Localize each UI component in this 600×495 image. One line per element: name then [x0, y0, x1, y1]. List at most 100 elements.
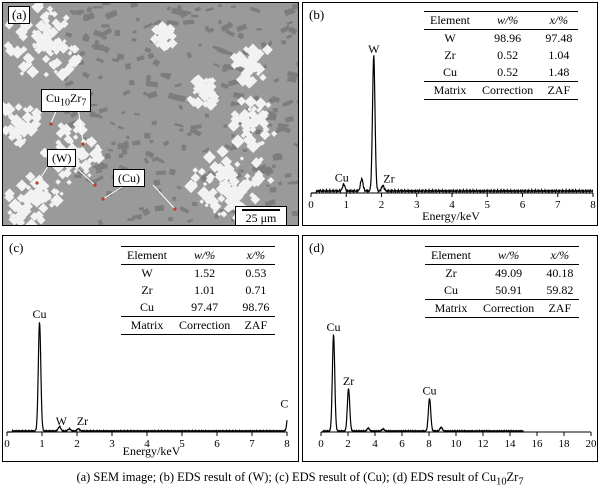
sem-particle — [258, 156, 264, 163]
sem-dark-phase — [92, 6, 103, 9]
callout-point — [81, 142, 85, 146]
sem-particle — [191, 181, 198, 188]
sem-particle — [16, 127, 22, 133]
sem-particle — [221, 162, 235, 176]
sem-particle — [3, 103, 13, 117]
sem-particle — [17, 60, 30, 73]
table-cell: 0.52 — [497, 65, 519, 79]
sem-particle — [38, 203, 49, 214]
sem-particle — [259, 73, 267, 82]
eds-panel-c: 0 1 2 3 4 5 6 7 8 Cu W Zr C (c) Element w/% x/% W 1.5… — [2, 235, 299, 462]
sem-particle — [229, 52, 240, 62]
sem-particle — [249, 192, 256, 199]
sem-dark-phase — [291, 210, 298, 218]
sem-particle — [237, 113, 251, 126]
x-tick-label: 8 — [426, 438, 432, 450]
sem-dark-phase — [284, 115, 294, 123]
x-tick-label: 14 — [505, 438, 517, 450]
sem-particle — [259, 129, 271, 141]
sem-particle — [265, 101, 272, 109]
sem-dark-phase — [144, 46, 152, 54]
sem-particle — [240, 132, 247, 139]
sem-dark-phase — [186, 218, 194, 224]
sem-dark-phase — [181, 144, 187, 151]
spectrum-line — [7, 322, 288, 433]
sem-particle — [244, 173, 251, 180]
x-tick-label: 20 — [586, 438, 598, 450]
sem-particle — [59, 191, 64, 196]
sem-dark-phase — [153, 19, 162, 26]
sem-particle — [197, 167, 206, 176]
sem-particle — [240, 119, 252, 131]
sem-particle — [92, 152, 105, 165]
sem-particle — [34, 45, 44, 55]
sem-particle — [8, 198, 22, 213]
sem-dark-phase — [132, 213, 143, 219]
sem-particle — [216, 145, 229, 158]
sem-dark-phase — [145, 150, 155, 159]
sem-particle — [54, 21, 64, 32]
sem-particle — [199, 93, 206, 100]
panel-label-c: (c) — [9, 240, 24, 255]
table-cell: ZAF — [236, 316, 276, 335]
sem-particle — [258, 106, 263, 111]
scale-bar: 25 μm — [235, 206, 287, 225]
sem-dark-phase — [118, 153, 124, 158]
sem-particle — [42, 17, 51, 25]
sem-dark-phase — [151, 120, 158, 126]
sem-particle — [204, 203, 209, 208]
sem-dark-phase — [284, 173, 292, 179]
sem-dark-phase — [129, 80, 135, 86]
sem-particle — [217, 212, 222, 217]
sem-dark-phase — [217, 19, 223, 25]
sem-particle — [48, 202, 55, 208]
table-cell: 97.48 — [545, 31, 573, 45]
sem-particle — [209, 161, 221, 173]
sem-dark-phase — [176, 185, 182, 190]
sem-particle — [242, 181, 253, 191]
x-axis-label-c: Energy/keV — [122, 444, 181, 458]
sem-particle — [51, 38, 66, 53]
sem-particle — [267, 176, 275, 184]
table-footer: Matrix Correction ZAF — [425, 299, 580, 318]
sem-dark-phase — [144, 132, 151, 139]
sem-dark-phase — [186, 51, 192, 59]
sem-dark-phase — [147, 52, 155, 60]
sem-particle — [230, 61, 239, 70]
sem-particle — [202, 181, 208, 187]
x-tick-label: 1 — [344, 199, 350, 211]
sem-dark-phase — [107, 148, 114, 152]
sem-particle — [19, 71, 25, 76]
sem-dark-phase — [133, 112, 140, 116]
sem-particle — [197, 85, 206, 95]
x-tick-label: 6 — [520, 199, 526, 211]
sem-particle — [251, 114, 256, 119]
sem-dark-phase — [160, 72, 171, 80]
x-tick-label: 1 — [39, 438, 45, 450]
sem-particle — [4, 20, 14, 30]
x-tick-label: 8 — [284, 438, 290, 450]
table-cell: 98.76 — [242, 300, 270, 314]
sem-particle — [50, 187, 58, 195]
sem-particle — [31, 29, 38, 36]
sem-dark-phase — [238, 169, 244, 173]
sem-particle — [43, 71, 50, 78]
scale-bar-line — [242, 209, 280, 211]
sem-dark-phase — [96, 169, 103, 174]
sem-particle — [239, 156, 245, 161]
sem-particle — [86, 157, 94, 164]
peak-label: Zr — [383, 172, 394, 186]
sem-particle — [199, 199, 205, 204]
sem-dark-phase — [117, 125, 124, 130]
table-c-header-x: x/% — [236, 246, 276, 265]
caption-mid: Zr — [506, 470, 519, 484]
sem-dark-phase — [197, 43, 203, 48]
sem-particle — [230, 180, 238, 188]
sem-dark-phase — [166, 6, 171, 11]
sem-particle — [270, 130, 278, 137]
sem-dark-phase — [220, 49, 233, 56]
table-cell: 97.47 — [191, 300, 219, 314]
sem-particle — [21, 200, 33, 213]
spectrum-line — [311, 55, 594, 195]
x-tick-label: 7 — [555, 199, 561, 211]
